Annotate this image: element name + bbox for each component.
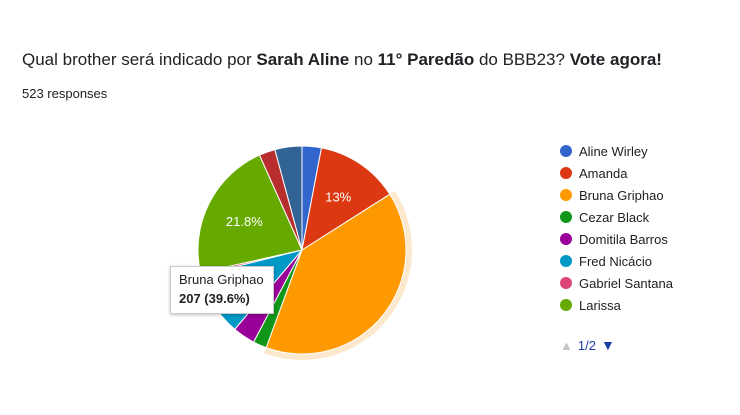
legend-swatch [560,211,572,223]
legend-label: Larissa [579,297,621,313]
chart-title: Qual brother será indicado por Sarah Ali… [22,50,662,70]
legend-item[interactable]: Cezar Black [560,206,673,228]
legend-swatch [560,233,572,245]
legend: Aline Wirley Amanda Bruna Griphao Cezar Bla… [560,140,673,316]
title-part: do BBB23? [474,50,570,69]
legend-item[interactable]: Domitila Barros [560,228,673,250]
title-part: Vote agora! [569,50,662,69]
legend-item[interactable]: Larissa [560,294,673,316]
pie-slice[interactable] [274,145,303,251]
legend-item[interactable]: Fred Nicácio [560,250,673,272]
legend-item[interactable]: Gabriel Santana [560,272,673,294]
triangle-down-icon[interactable]: ▼ [600,337,615,353]
title-part: 11° Paredão [377,50,475,69]
legend-label: Amanda [579,165,628,181]
legend-swatch [560,299,572,311]
legend-label: Bruna Griphao [579,187,664,203]
slice-data-label: 13% [325,190,351,205]
legend-item[interactable]: Amanda [560,162,673,184]
tooltip: Bruna Griphao 207 (39.6%) [170,266,274,314]
tooltip-name: Bruna Griphao [179,272,264,287]
slice-data-label: 21.8% [226,214,263,229]
pie-slice[interactable] [265,193,407,355]
legend-swatch [560,167,572,179]
legend-label: Domitila Barros [579,231,668,247]
tooltip-value: 207 (39.6%) [179,291,250,306]
pager-label: 1/2 [577,337,596,353]
title-part: no [349,50,378,69]
legend-label: Gabriel Santana [579,275,673,291]
legend-label: Fred Nicácio [579,253,652,269]
title-part: Sarah Aline [256,50,350,69]
pie-slice[interactable] [197,154,303,274]
legend-swatch [560,145,572,157]
legend-item[interactable]: Bruna Griphao [560,184,673,206]
legend-pager: ▲ 1/2 ▼ [560,337,615,353]
legend-swatch [560,277,572,289]
legend-label: Aline Wirley [579,143,648,159]
triangle-up-icon[interactable]: ▲ [560,337,573,353]
pie-slice[interactable] [301,147,391,252]
title-part: Qual brother será indicado por [22,50,257,69]
response-count: 523 responses [22,86,108,101]
legend-item[interactable]: Aline Wirley [560,140,673,162]
legend-label: Cezar Black [579,209,650,225]
legend-swatch [560,189,572,201]
legend-swatch [560,255,572,267]
